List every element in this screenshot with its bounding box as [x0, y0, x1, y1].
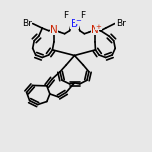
- Text: F: F: [64, 11, 69, 21]
- Text: +: +: [96, 24, 101, 30]
- Text: B: B: [71, 19, 78, 29]
- Text: −: −: [75, 18, 81, 24]
- Text: N: N: [50, 25, 58, 35]
- Text: N: N: [91, 25, 99, 35]
- Text: Br: Br: [22, 19, 31, 28]
- Text: F: F: [80, 11, 85, 21]
- Text: Br: Br: [116, 19, 126, 28]
